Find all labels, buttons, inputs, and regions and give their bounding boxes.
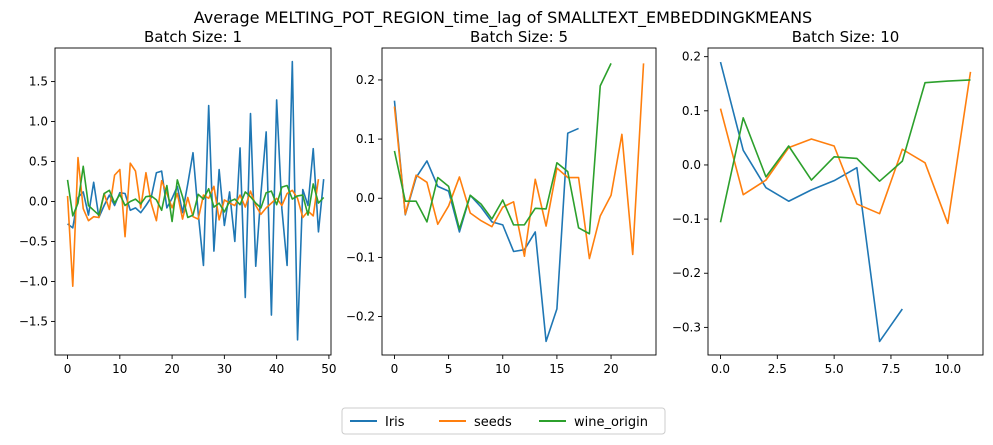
legend-label: seeds [474,415,512,430]
x-tick-label: 50 [321,362,336,376]
axes-frame [707,47,984,356]
series-line-wine-origin [66,165,325,223]
y-tick-label: 0.0 [29,195,48,209]
series-line-wine-origin [719,79,971,223]
y-tick-label: 0.0 [682,158,701,172]
legend-label: Iris [385,415,405,430]
y-tick-label: −0.3 [672,320,701,334]
series-lines [393,63,645,343]
axes-frame [381,47,657,356]
y-tick-label: 0.1 [356,132,375,146]
x-tick-label: 2.5 [768,362,787,376]
figure-title: Average MELTING_POT_REGION_time_lag of S… [194,8,812,28]
subplot-3: Batch Size: 10 0.0 2.5 5.0 7.5 10.0 −0.3 −0.2 −0… [672,28,984,376]
legend-box [341,407,666,435]
y-tick-label: 1.5 [29,75,48,89]
y-tick-label: 0.1 [682,104,701,118]
y-tick-label: −0.2 [346,310,375,324]
y-tick-label: −0.1 [346,250,375,264]
series-lines [719,61,972,343]
series-line-iris [393,100,579,343]
y-tick-label: −1.5 [19,314,48,328]
y-tick-label: 0.5 [29,155,48,169]
y-tick-label: −0.1 [672,212,701,226]
legend-item: Iris [350,415,405,430]
x-tick-label: 7.5 [881,362,900,376]
y-tick-label: 0.0 [356,191,375,205]
x-tick-label: 40 [269,362,284,376]
series-line-iris [719,61,903,343]
y-tick-label: 0.2 [682,50,701,64]
subplot-title: Batch Size: 1 [144,28,242,46]
x-tick-label: 5.0 [825,362,844,376]
series-line-seeds [393,63,645,260]
x-tick-label: 15 [549,362,564,376]
x-tick-label: 5 [445,362,453,376]
x-tick-label: 10 [112,362,127,376]
x-tick-label: 10 [495,362,510,376]
subplot-2: Batch Size: 5 0 5 10 15 20 −0.2 −0.1 0.0 0.1 0.2 [346,28,657,376]
x-tick-label: 0 [64,362,72,376]
legend-item: wine_origin [539,415,648,430]
x-tick-label: 20 [603,362,618,376]
x-tick-label: 30 [217,362,232,376]
x-tick-label: 0 [391,362,399,376]
y-tick-label: −0.2 [672,266,701,280]
y-tick-label: −1.0 [19,274,48,288]
series-lines [66,60,325,341]
series-line-seeds [719,71,972,225]
legend-item: seeds [439,415,512,430]
subplot-title: Batch Size: 10 [792,28,900,46]
y-tick-label: −0.5 [19,234,48,248]
subplot-1: Batch Size: 1 0 10 20 30 40 50 −1.5 −1.0 −0.5 0.0 0… [19,28,337,376]
legend: Iris seeds wine_origin [341,407,666,435]
series-line-seeds [66,156,320,288]
x-tick-label: 20 [164,362,179,376]
x-tick-label: 0.0 [711,362,730,376]
series-line-wine-origin [393,63,612,235]
y-tick-label: 0.2 [356,73,375,87]
y-tick-label: 1.0 [29,115,48,129]
subplot-title: Batch Size: 5 [470,28,568,46]
subplots: Batch Size: 10 10 20 30 40 50−1.5−1.0−0.50.00… [19,28,984,376]
legend-label: wine_origin [574,415,648,430]
x-tick-label: 10.0 [934,362,961,376]
